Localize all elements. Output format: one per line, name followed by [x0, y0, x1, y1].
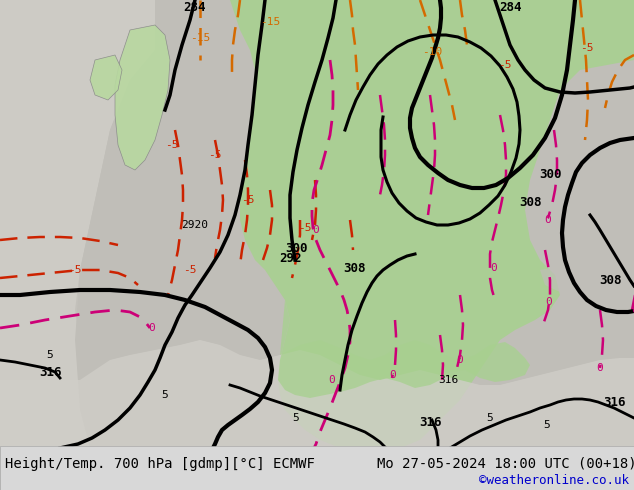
- Polygon shape: [0, 0, 155, 448]
- FancyBboxPatch shape: [0, 446, 634, 490]
- Text: -15: -15: [190, 33, 210, 43]
- Text: -5: -5: [580, 43, 594, 53]
- Polygon shape: [0, 340, 634, 448]
- Text: 300: 300: [286, 242, 308, 254]
- Text: 308: 308: [344, 262, 366, 274]
- Text: 5: 5: [293, 413, 299, 423]
- Polygon shape: [75, 50, 245, 340]
- Text: 5: 5: [543, 420, 550, 430]
- Text: 0: 0: [546, 297, 552, 307]
- Polygon shape: [278, 300, 530, 398]
- Text: -5: -5: [68, 265, 82, 275]
- Text: 0: 0: [456, 355, 463, 365]
- Text: -5: -5: [498, 60, 512, 70]
- Text: 300: 300: [539, 169, 561, 181]
- Text: -5: -5: [183, 265, 197, 275]
- Text: 316: 316: [39, 367, 61, 379]
- Text: 0: 0: [631, 305, 634, 315]
- Text: 0: 0: [491, 263, 498, 273]
- Text: 284: 284: [184, 1, 206, 15]
- Text: 292: 292: [279, 251, 301, 265]
- Text: 0: 0: [313, 225, 320, 235]
- Polygon shape: [90, 55, 122, 100]
- Text: 308: 308: [598, 273, 621, 287]
- Text: -10: -10: [422, 47, 442, 57]
- Text: 5: 5: [47, 350, 53, 360]
- Text: -5: -5: [165, 140, 179, 150]
- Text: 316: 316: [604, 395, 626, 409]
- Text: 308: 308: [519, 196, 541, 209]
- Text: 0: 0: [545, 215, 552, 225]
- Text: ©weatheronline.co.uk: ©weatheronline.co.uk: [479, 474, 629, 487]
- Text: Mo 27-05-2024 18:00 UTC (00+18): Mo 27-05-2024 18:00 UTC (00+18): [377, 457, 634, 471]
- Text: 316: 316: [438, 375, 458, 385]
- Text: 0: 0: [597, 363, 604, 373]
- Text: -5: -5: [298, 223, 312, 233]
- Text: -15: -15: [260, 17, 280, 27]
- Text: 5: 5: [162, 390, 169, 400]
- Text: 284: 284: [499, 1, 521, 15]
- Text: -5: -5: [208, 150, 222, 160]
- Text: 0: 0: [390, 370, 396, 380]
- Polygon shape: [540, 265, 600, 295]
- Text: 2920: 2920: [181, 220, 209, 230]
- Text: 5: 5: [487, 413, 493, 423]
- Polygon shape: [115, 25, 170, 170]
- Text: Height/Temp. 700 hPa [gdmp][°C] ECMWF: Height/Temp. 700 hPa [gdmp][°C] ECMWF: [5, 457, 315, 471]
- Text: -5: -5: [242, 195, 255, 205]
- Text: 316: 316: [418, 416, 441, 428]
- Text: 0: 0: [328, 375, 335, 385]
- Polygon shape: [230, 0, 634, 448]
- Text: 0: 0: [148, 323, 155, 333]
